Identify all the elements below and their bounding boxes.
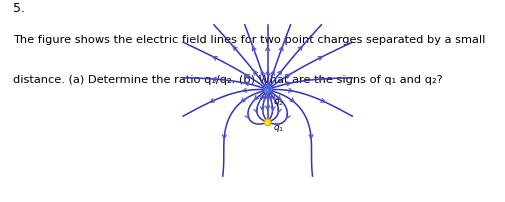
Circle shape bbox=[265, 89, 269, 93]
Circle shape bbox=[264, 119, 271, 126]
Text: $q_1$: $q_1$ bbox=[273, 123, 285, 134]
Text: distance. (a) Determine the ratio q₁/q₂. (b) What are the signs of q₁ and q₂?: distance. (a) Determine the ratio q₁/q₂.… bbox=[13, 75, 442, 84]
Circle shape bbox=[264, 86, 272, 94]
Text: 5.: 5. bbox=[13, 2, 25, 15]
Text: $q_2$: $q_2$ bbox=[273, 96, 284, 107]
Text: The figure shows the electric field lines for two point charges separated by a s: The figure shows the electric field line… bbox=[13, 35, 485, 44]
Circle shape bbox=[265, 122, 269, 125]
